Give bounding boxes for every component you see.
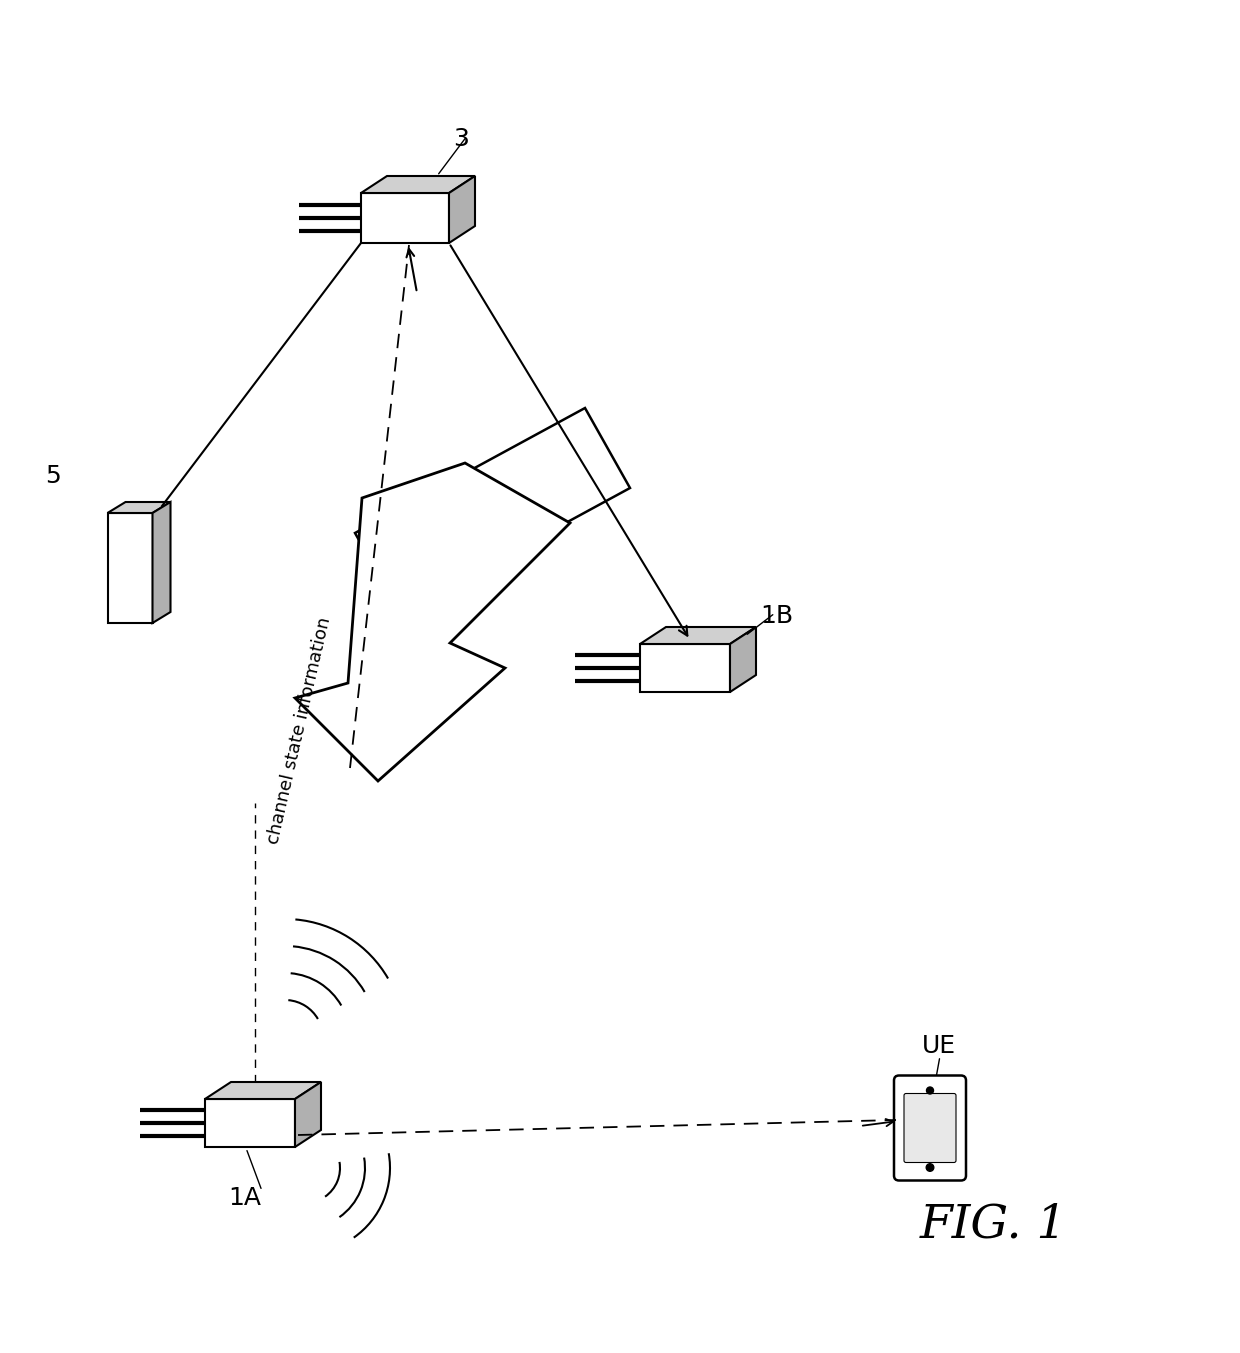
Text: 1B: 1B <box>760 603 794 628</box>
Polygon shape <box>108 513 153 622</box>
Polygon shape <box>205 1099 295 1147</box>
Polygon shape <box>361 193 449 244</box>
FancyBboxPatch shape <box>894 1076 966 1181</box>
Text: 5: 5 <box>45 464 61 488</box>
Polygon shape <box>640 626 756 644</box>
Polygon shape <box>295 1082 321 1147</box>
Polygon shape <box>449 176 475 244</box>
Text: UE: UE <box>923 1034 956 1058</box>
Polygon shape <box>355 409 630 613</box>
Text: 3: 3 <box>453 127 469 152</box>
Circle shape <box>926 1086 934 1095</box>
Polygon shape <box>295 463 570 781</box>
Text: channel state information: channel state information <box>264 616 334 846</box>
Polygon shape <box>108 502 171 513</box>
Polygon shape <box>640 644 730 691</box>
Polygon shape <box>730 626 756 691</box>
Polygon shape <box>153 502 171 622</box>
FancyBboxPatch shape <box>904 1093 956 1162</box>
Text: FIG. 1: FIG. 1 <box>920 1203 1068 1247</box>
Polygon shape <box>361 176 475 193</box>
Circle shape <box>926 1164 934 1172</box>
Text: 1A: 1A <box>228 1187 260 1210</box>
Polygon shape <box>205 1082 321 1099</box>
